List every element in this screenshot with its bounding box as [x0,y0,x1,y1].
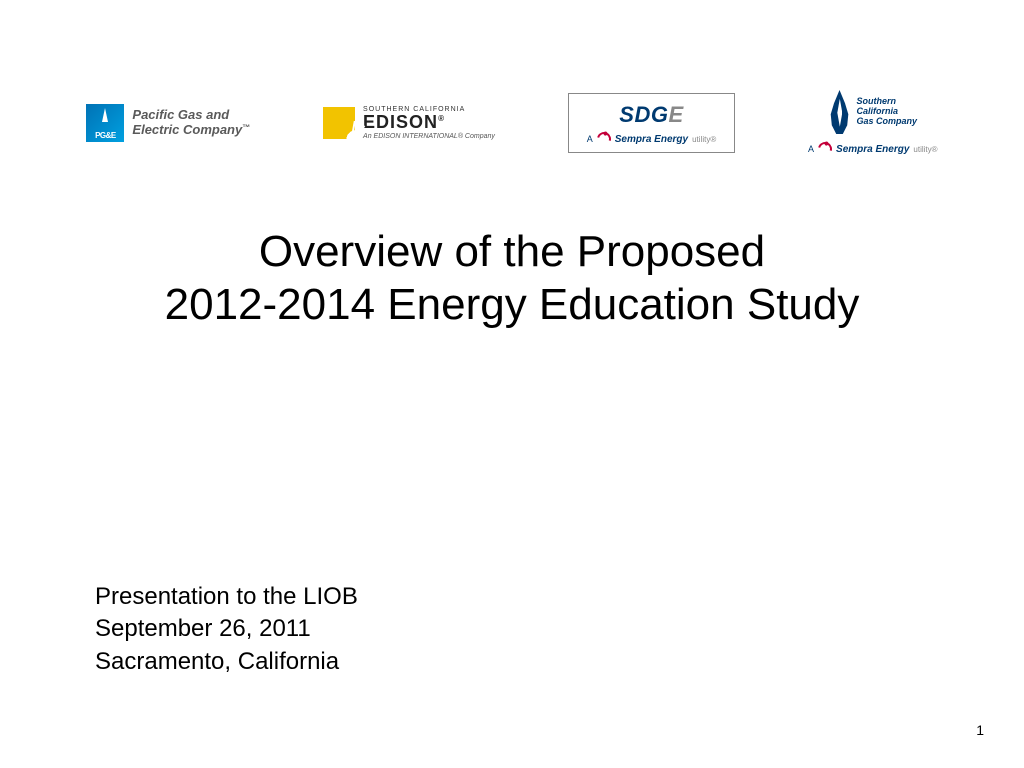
page-number: 1 [976,722,984,738]
pge-company-name: Pacific Gas and Electric Company™ [132,108,250,138]
logo-socalgas: Southern California Gas Company A Sempra… [808,90,938,156]
sempra-name-text-2: Sempra Energy [836,144,909,155]
title-line1: Overview of the Proposed [259,227,765,276]
logo-pge: PG&E Pacific Gas and Electric Company™ [86,104,250,142]
title-line2: 2012-2014 Energy Education Study [165,280,860,329]
sempra-a-text-2: A [808,144,814,154]
socalgas-top: Southern California Gas Company [829,90,918,134]
footer-line2: September 26, 2011 [95,613,358,645]
socalgas-sempra-line: A Sempra Energy utility® [808,142,938,156]
pge-name-line2: Electric Company™ [132,123,250,138]
sempra-swirl-icon [594,129,613,148]
footer-line1: Presentation to the LIOB [95,581,358,613]
sdge-sempra-line: A Sempra Energy utility® [587,132,717,146]
edison-mark-icon [323,107,355,139]
sempra-name-text: Sempra Energy [615,134,688,145]
sempra-utility-text-2: utility® [913,145,937,154]
logo-sdge: SDGE A Sempra Energy utility® [568,93,736,153]
edison-sub-text: An EDISON INTERNATIONAL® Company [363,133,495,140]
presentation-info: Presentation to the LIOB September 26, 2… [95,581,358,678]
slide-title: Overview of the Proposed 2012-2014 Energ… [0,226,1024,332]
flame-icon [829,90,851,134]
sempra-swirl-icon-2 [815,139,834,158]
pge-mark-icon: PG&E [86,104,124,142]
pge-mark-text: PG&E [95,131,116,142]
edison-rays-icon [327,111,353,137]
sempra-utility-text: utility® [692,135,716,144]
edison-big-text: EDISON® [363,113,495,131]
logo-edison: SOUTHERN CALIFORNIA EDISON® An EDISON IN… [323,106,495,140]
logo-row: PG&E Pacific Gas and Electric Company™ S… [0,0,1024,156]
sempra-a-text: A [587,134,593,144]
pge-name-line1: Pacific Gas and [132,108,250,123]
footer-line3: Sacramento, California [95,646,358,678]
socalgas-text: Southern California Gas Company [857,97,918,127]
edison-text: SOUTHERN CALIFORNIA EDISON® An EDISON IN… [363,106,495,140]
sdge-name: SDGE [587,102,717,128]
